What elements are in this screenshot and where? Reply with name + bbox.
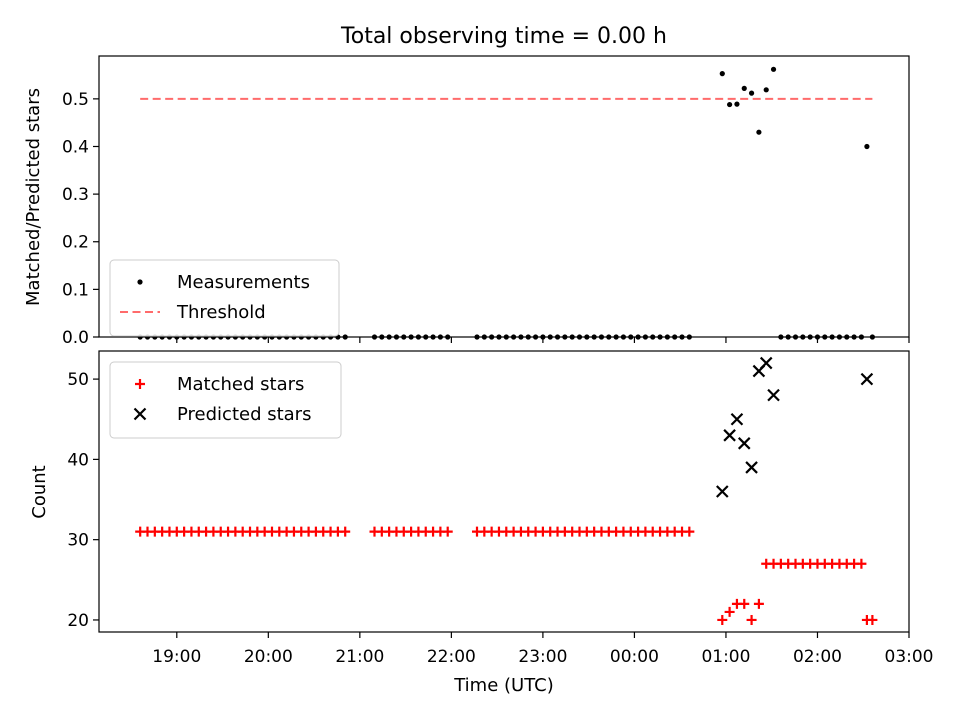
x-tick-label: 02:00 — [793, 647, 842, 667]
data-point — [734, 101, 740, 107]
legend-label: Threshold — [176, 302, 266, 323]
legend-marker — [133, 407, 147, 421]
data-point — [770, 66, 777, 72]
x-tick-label: 19:00 — [152, 647, 201, 667]
data-point — [746, 614, 757, 625]
bottom-y-axis-label: Count — [29, 465, 50, 518]
x-tick-label: 22:00 — [427, 647, 476, 667]
series-0 — [135, 526, 878, 625]
data-point — [739, 598, 750, 609]
legend-label: Matched stars — [177, 374, 304, 395]
legend-entry: Measurements — [137, 272, 310, 293]
chart-title: Total observing time = 0.00 h — [340, 24, 667, 49]
data-point — [856, 558, 867, 569]
legend: Measurements Threshold — [109, 259, 340, 337]
legend-label: Predicted stars — [177, 404, 311, 425]
data-point — [741, 85, 747, 91]
x-axis-label: Time (UTC) — [453, 675, 554, 696]
data-point — [737, 437, 751, 450]
y-tick-label: 50 — [67, 370, 89, 390]
legend-label: Measurements — [177, 272, 310, 293]
data-point — [753, 598, 764, 609]
data-point — [759, 356, 773, 370]
data-point — [745, 461, 758, 474]
data-point — [860, 372, 874, 386]
y-tick-label: 0.2 — [62, 233, 89, 253]
x-tick-label: 21:00 — [335, 647, 384, 667]
series-1 — [716, 356, 874, 498]
data-point — [442, 526, 453, 537]
data-point — [724, 606, 735, 617]
data-point — [340, 526, 351, 537]
y-tick-label: 0.4 — [62, 137, 89, 157]
axes-frame — [98, 350, 910, 633]
data-point — [716, 485, 729, 498]
x-tick-label: 00:00 — [610, 647, 659, 667]
legend-box — [109, 361, 342, 439]
data-point — [748, 90, 755, 96]
y-tick-label: 0.3 — [62, 185, 89, 205]
y-tick-label: 40 — [67, 450, 89, 470]
axes-frame — [98, 55, 910, 338]
legend: Matched stars Predicted stars — [109, 361, 342, 439]
y-tick-label: 30 — [67, 531, 89, 551]
y-tick-label: 0.1 — [62, 280, 89, 300]
data-point — [727, 101, 733, 108]
y-tick-label: 20 — [67, 611, 89, 631]
data-point — [756, 129, 762, 135]
legend-entry: Matched stars — [135, 374, 304, 395]
x-tick-label: 03:00 — [885, 647, 934, 667]
y-tick-label: 0.0 — [62, 328, 89, 348]
data-point — [730, 412, 744, 426]
data-point — [717, 614, 728, 625]
legend-entry: Predicted stars — [133, 404, 311, 425]
data-point — [723, 429, 736, 442]
top-y-axis-label: Matched/Predicted stars — [23, 88, 44, 306]
data-point — [867, 614, 878, 625]
x-tick-label: 23:00 — [518, 647, 567, 667]
data-point — [684, 526, 695, 537]
bottom-panel: 20 30 40 50 19:00 20:00 21:00 22:00 23:00 00:00 01… — [67, 350, 934, 667]
data-point — [864, 143, 870, 150]
x-tick-label: 20:00 — [244, 647, 293, 667]
data-point — [767, 388, 780, 402]
data-point — [763, 87, 769, 93]
top-panel: 0.0 0.1 0.2 0.3 0.4 0.5 Measurements Threshold — [62, 55, 910, 348]
legend-marker — [135, 379, 145, 389]
data-point — [719, 71, 725, 77]
legend-marker — [137, 279, 143, 285]
y-tick-label: 0.5 — [62, 90, 89, 110]
x-tick-label: 01:00 — [701, 647, 750, 667]
legend-box — [109, 259, 340, 337]
legend-entry: Threshold — [120, 302, 266, 323]
